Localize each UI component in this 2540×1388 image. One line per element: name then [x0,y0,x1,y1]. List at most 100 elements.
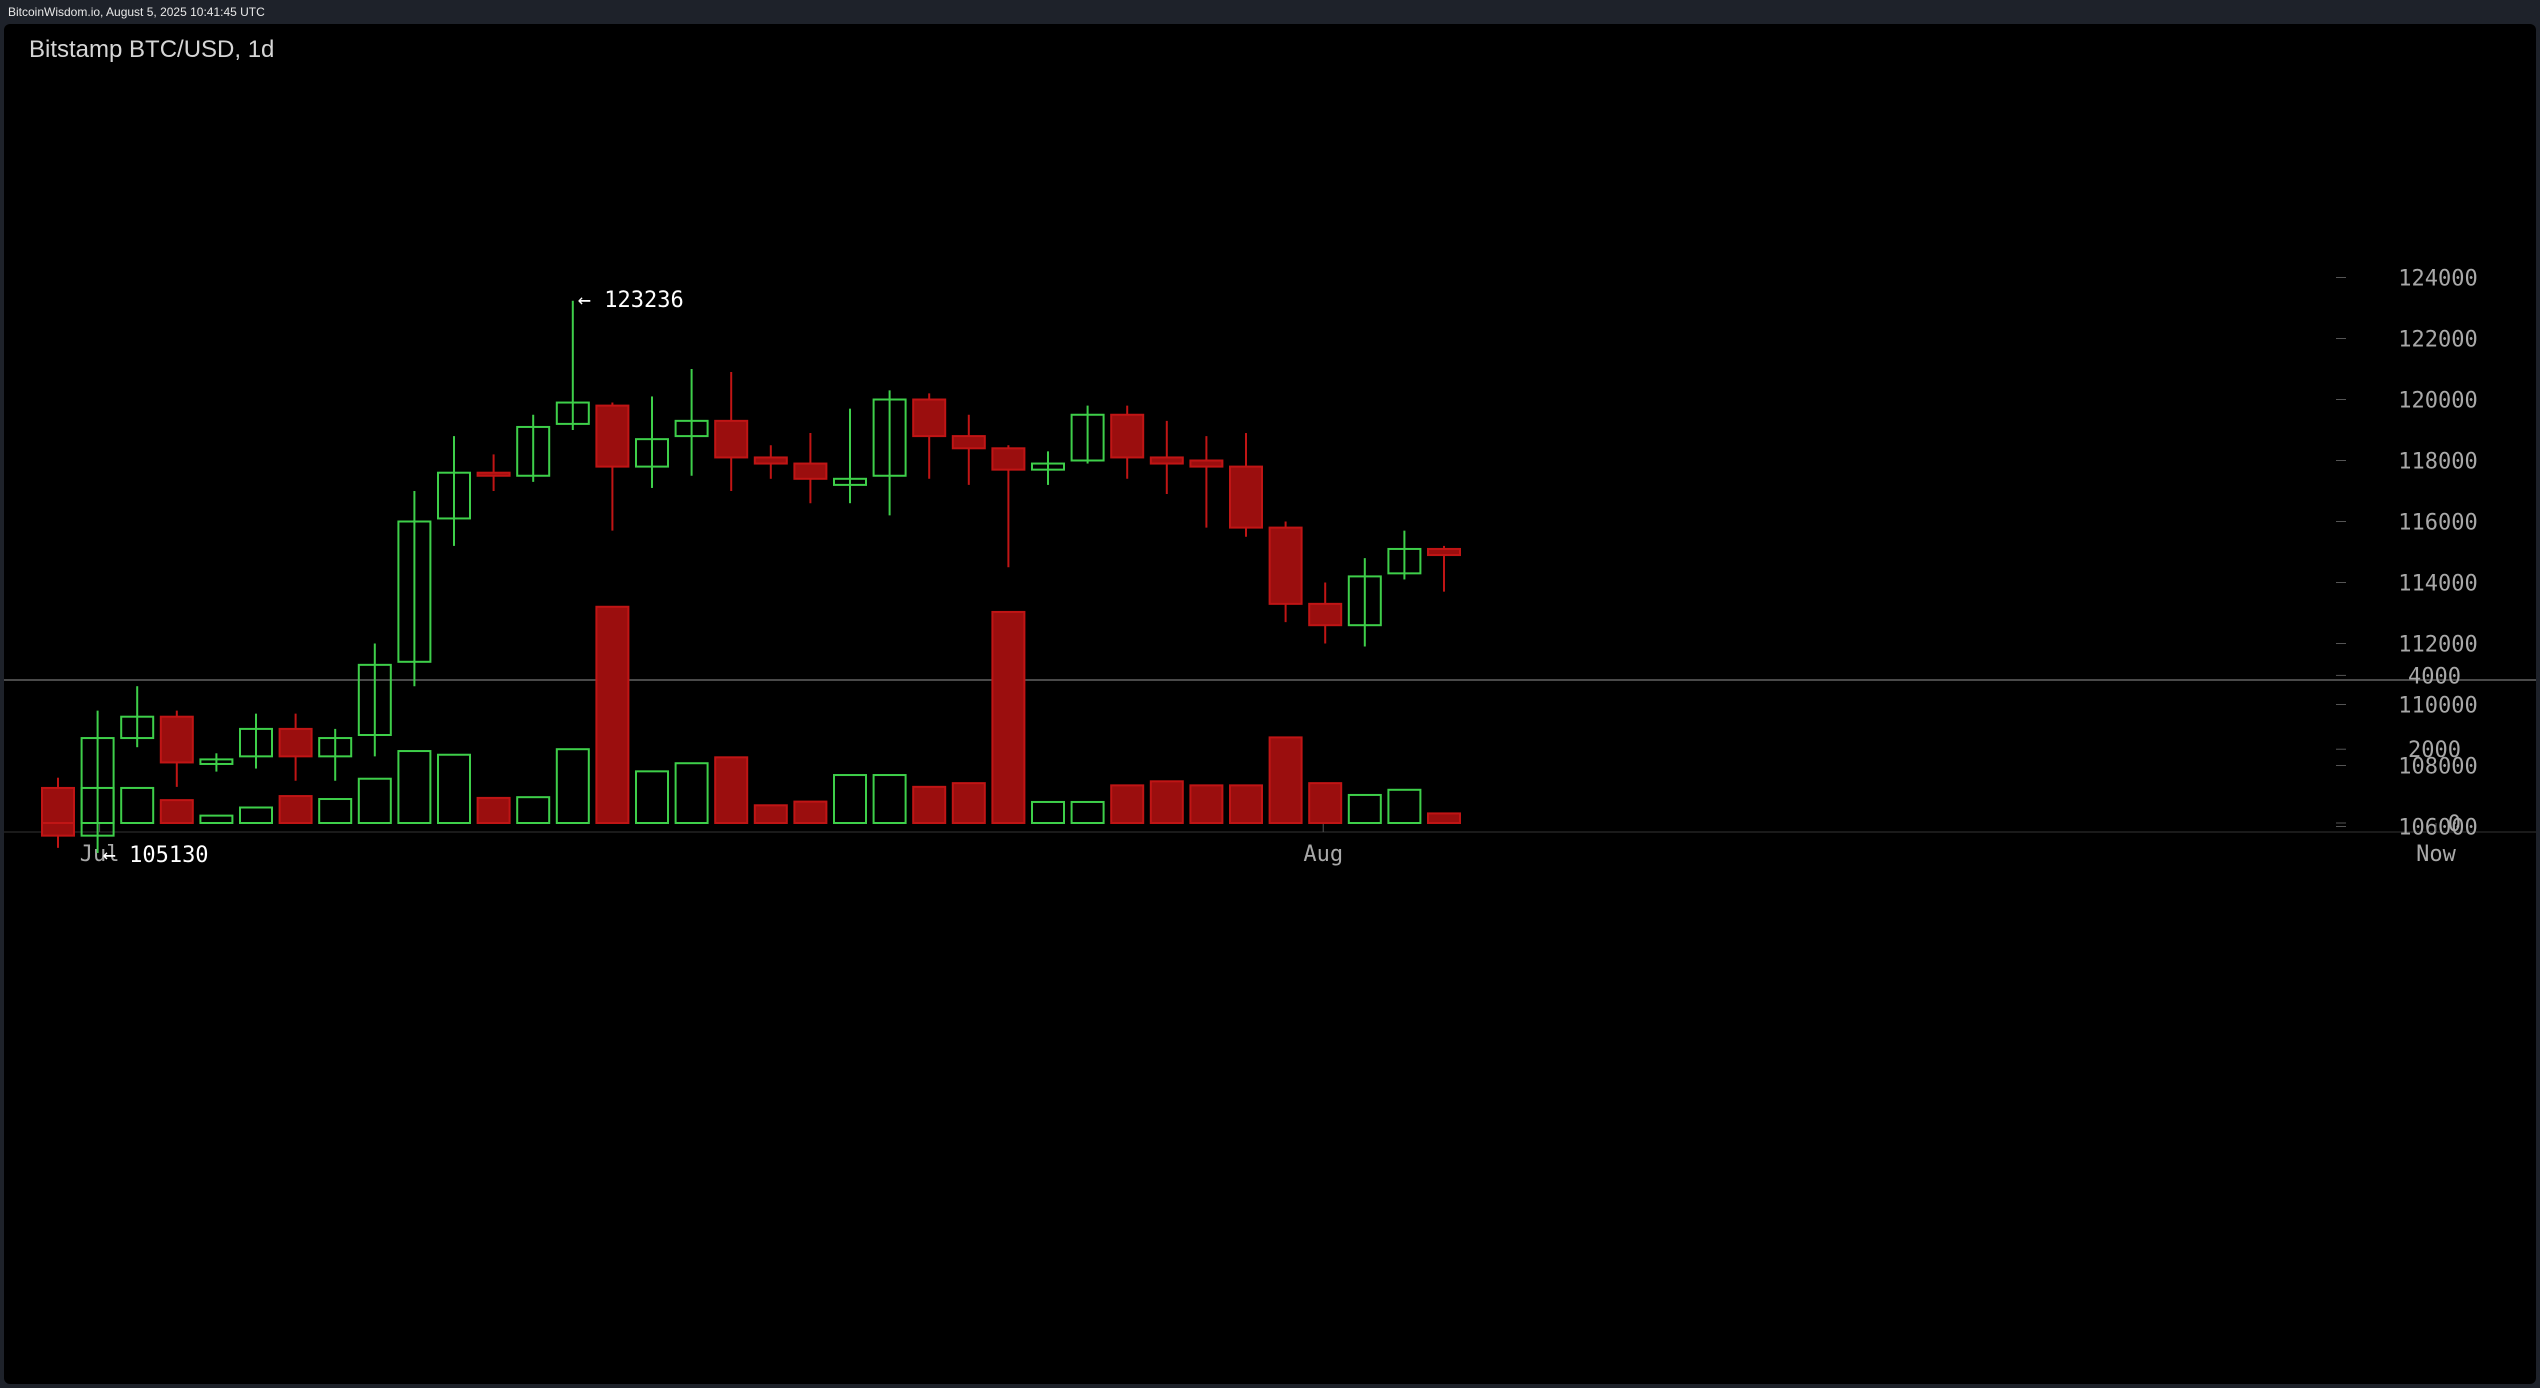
volume-bar [753,804,788,825]
price-tick-label: 116000 [2398,511,2477,536]
annotations: ← 123236 ← 105130 [103,288,684,868]
volume-bar [1347,793,1382,824]
volume-bar [1110,784,1145,824]
volume-bar [476,796,511,825]
candle [595,402,630,531]
axis-ticks: 106000 108000 110000 112000 114000 116000 1180… [80,267,2478,868]
volume-bar [714,756,749,824]
candle-body [1149,456,1184,465]
volume-bar [991,610,1026,824]
candle [278,713,313,781]
candle-body [1268,526,1303,605]
candle [714,372,749,491]
time-tick-label: Jul [80,842,120,867]
candle-body [912,398,947,438]
candle-body [555,401,590,425]
volume-bars [41,605,1461,825]
candle [159,710,194,787]
volume-bar [793,800,828,825]
candle-body [793,462,828,480]
volume-bar [516,796,551,824]
time-tick-label: Now [2416,842,2456,867]
candle [1110,405,1145,479]
price-tick-label: 120000 [2398,389,2477,414]
volume-bar [833,774,867,825]
price-tick-label: 106000 [2398,816,2477,841]
price-tick-label: 110000 [2398,694,2477,719]
candle-body [1427,547,1461,557]
candle [516,414,551,482]
candle-body [199,758,234,765]
candle-body [239,727,273,758]
candlestick-chart: 106000 108000 110000 112000 114000 116000 1180… [4,267,2536,868]
candle [1347,558,1382,647]
candle-body [1229,465,1263,529]
candle-body [278,727,313,758]
candle [80,710,115,854]
candle [1308,582,1343,644]
candle [753,445,788,479]
candle [120,686,155,748]
candle [1427,545,1461,592]
candle [833,408,867,504]
candle-body [753,456,788,465]
candle-body [159,715,194,764]
candle-body [872,398,907,477]
candle [199,753,234,772]
volume-bar [1268,736,1303,825]
candle [1387,530,1422,580]
candle [318,728,353,781]
source-timestamp: BitcoinWisdom.io, August 5, 2025 10:41:4… [8,5,265,19]
volume-bar [635,770,669,825]
candle [555,300,590,430]
volume-bar [41,786,75,825]
extreme-annotation: ← 105130 [103,843,209,868]
candle-body [1189,459,1224,468]
candle-body [1308,602,1343,627]
volume-bar [1308,782,1343,825]
candle-body [635,438,669,468]
volume-bar [1229,784,1263,824]
candle [1189,436,1224,528]
price-tick-label: 114000 [2398,572,2477,597]
candle-body [397,520,432,663]
price-tick-label: 118000 [2398,450,2477,475]
volume-tick-label: 4000 [2408,664,2461,689]
candle-body [1387,547,1422,575]
candles [41,300,1461,854]
candle [912,393,947,479]
candle [793,433,828,504]
volume-tick-label: 2000 [2408,738,2461,763]
chart-title: Bitstamp BTC/USD, 1d [29,36,275,63]
candle [1268,521,1303,623]
candle-body [951,435,986,450]
candle [397,491,432,687]
candle-body [595,404,630,468]
volume-bar [1427,812,1461,825]
candle [635,396,669,488]
candle-body [80,737,115,837]
price-tick-label: 108000 [2398,755,2477,780]
candle-body [1031,462,1065,471]
volume-bar [595,605,630,824]
candle [357,643,392,757]
volume-bar [159,799,194,825]
candle [991,445,1026,568]
volume-bar [318,798,353,825]
candle-body [1110,413,1145,459]
volume-bar [120,786,155,825]
volume-bar [278,795,313,824]
candle [1229,433,1263,537]
candle [674,369,709,476]
volume-bar [912,785,947,825]
volume-bar [674,762,709,824]
candle-body [714,419,749,459]
candle-body [437,471,471,520]
volume-tick-label: 0 [2448,812,2461,837]
candle-body [516,425,551,477]
volume-bar [437,753,471,824]
chart-panel: Bitstamp BTC/USD, 1d 106000 108000 110000 1… [4,24,2536,1384]
candle [239,713,273,769]
candle-body [318,737,353,758]
candle [1070,405,1105,464]
